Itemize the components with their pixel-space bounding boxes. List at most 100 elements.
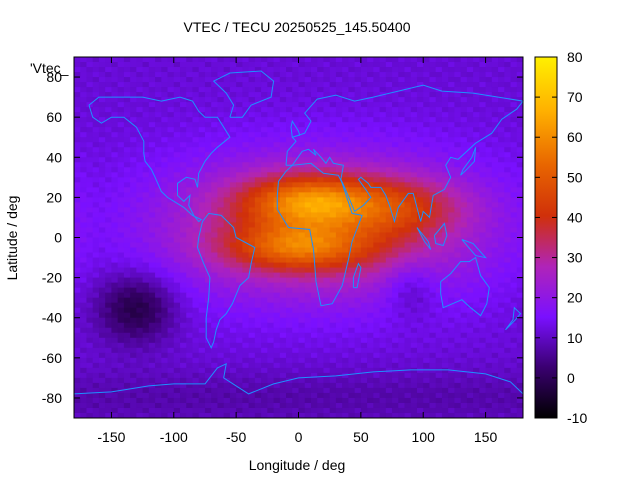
heat-cell [392, 287, 399, 294]
heat-cell [273, 242, 281, 249]
heat-cell [236, 397, 243, 404]
heat-cell [105, 217, 112, 223]
heat-cell [123, 237, 131, 244]
heat-cell [360, 57, 368, 63]
heat-cell [261, 342, 268, 349]
heat-cell [454, 82, 462, 88]
heat-cell [92, 62, 100, 68]
heat-cell [385, 192, 393, 198]
heat-cell [167, 367, 175, 374]
heat-cell [105, 377, 112, 384]
heat-cell [317, 357, 324, 364]
heat-cell [248, 217, 256, 223]
heat-cell [348, 92, 356, 98]
heat-cell [304, 377, 312, 384]
heat-cell [460, 307, 468, 314]
heat-cell [392, 67, 399, 73]
heat-cell [236, 242, 243, 249]
heat-cell [317, 247, 324, 254]
heat-cell [92, 142, 100, 148]
heat-cell [286, 287, 293, 294]
heat-cell [204, 132, 212, 138]
heat-cell [242, 207, 250, 213]
heat-cell [136, 177, 144, 183]
heat-cell [335, 57, 343, 63]
heat-cell [416, 297, 424, 304]
heat-cell [204, 177, 212, 183]
heat-cell [354, 357, 362, 364]
heat-cell [155, 192, 162, 198]
heat-cell [510, 377, 518, 384]
heat-cell [441, 337, 449, 344]
heat-cell [367, 67, 374, 73]
heat-cell [360, 372, 368, 379]
heat-cell [510, 207, 518, 213]
heat-cell [236, 57, 243, 63]
heat-cell [74, 372, 81, 379]
heat-cell [186, 357, 193, 364]
heat-cell [105, 227, 112, 233]
heat-cell [335, 272, 343, 279]
heat-cell [354, 387, 362, 394]
heat-cell [261, 232, 268, 238]
heat-cell [286, 67, 293, 73]
heat-cell [161, 107, 169, 113]
heat-cell [429, 237, 437, 244]
heat-cell [466, 187, 474, 193]
heat-cell [298, 217, 306, 223]
heat-cell [367, 142, 374, 148]
heat-cell [423, 97, 430, 103]
heat-cell [86, 237, 94, 244]
heat-cell [217, 172, 225, 178]
heat-cell [392, 187, 399, 193]
heat-cell [466, 142, 474, 148]
heat-cell [360, 247, 368, 254]
heat-cell [161, 82, 169, 88]
heat-cell [454, 287, 462, 294]
heat-cell [335, 142, 343, 148]
heat-cell [242, 72, 250, 78]
heat-cell [117, 202, 125, 208]
heat-cell [491, 192, 499, 198]
heat-cell [292, 217, 299, 223]
heat-cell [155, 347, 162, 354]
heat-cell [86, 92, 94, 98]
heat-cell [304, 227, 312, 233]
heat-cell [223, 312, 231, 319]
heat-cell [504, 287, 512, 294]
heat-cell [223, 152, 231, 158]
heat-cell [292, 312, 299, 319]
heat-cell [479, 367, 487, 374]
heat-cell [379, 127, 387, 133]
heat-cell [379, 337, 387, 344]
heat-cell [479, 382, 487, 389]
heat-cell [173, 57, 181, 63]
heat-cell [454, 377, 462, 384]
heat-cell [348, 292, 356, 299]
heat-cell [86, 307, 94, 314]
heat-cell [248, 107, 256, 113]
heat-cell [117, 367, 125, 374]
heat-cell [117, 212, 125, 218]
heat-cell [379, 167, 387, 173]
heat-cell [229, 382, 237, 389]
heat-cell [80, 152, 87, 158]
heat-cell [86, 332, 94, 339]
heat-cell [242, 232, 250, 238]
heat-cell [335, 292, 343, 299]
heat-cell [510, 332, 518, 339]
heat-cell [223, 242, 231, 249]
heat-cell [242, 322, 250, 329]
heat-cell [410, 142, 418, 148]
heat-cell [117, 217, 125, 223]
heat-cell [310, 217, 318, 223]
heat-cell [416, 182, 424, 188]
heat-cell [460, 327, 468, 334]
heat-cell [204, 147, 212, 153]
heat-cell [211, 247, 218, 254]
heat-cell [204, 127, 212, 133]
heat-cell [161, 97, 169, 103]
heat-cell [254, 342, 262, 349]
heat-cell [261, 142, 268, 148]
heat-cell [379, 62, 387, 68]
